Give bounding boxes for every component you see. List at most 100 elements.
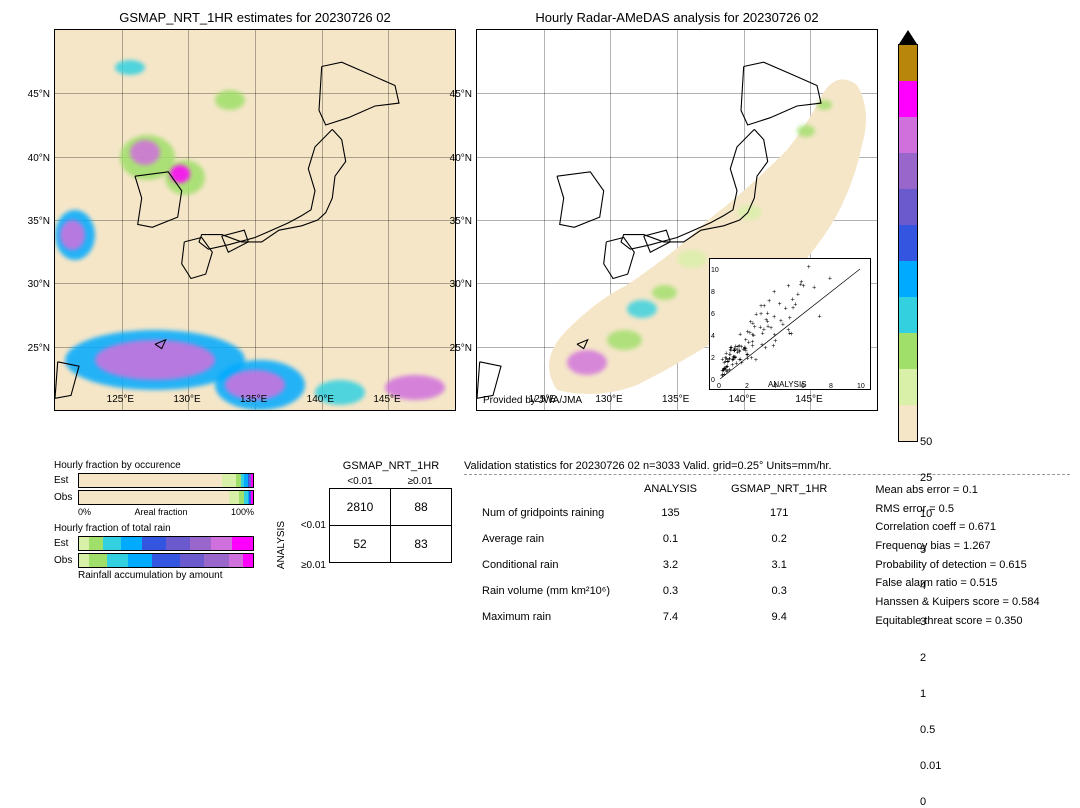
total-footer: Rainfall accumulation by amount [78,570,254,581]
bar-segment [251,474,253,487]
occurrence-est-label: Est [54,475,78,486]
svg-text:+: + [722,366,726,373]
left-map-title: GSMAP_NRT_1HR estimates for 20230726 02 [54,10,456,25]
metric-label: Mean abs error = [875,484,962,496]
main-row: GSMAP_NRT_1HR estimates for 20230726 02 … [10,10,1070,442]
metric-value: 0.584 [1012,596,1040,608]
svg-text:+: + [726,359,730,366]
bar-segment [79,554,89,567]
ytick: 35°N [450,216,472,227]
svg-text:+: + [752,332,756,339]
total-est-row: Est [54,536,254,551]
xtick: 140°E [307,394,334,405]
occurrence-obs-row: Obs [54,490,254,505]
ytick: 40°N [450,153,472,164]
colorbar-tick: 4 [920,580,926,592]
xtick: 125°E [107,394,134,405]
stats-col-a: ANALYSIS [628,483,713,499]
metric-value: 0.515 [970,577,998,589]
svg-text:+: + [746,329,750,336]
left-map-panel: GSMAP_NRT_1HR estimates for 20230726 02 … [54,10,456,442]
svg-text:8: 8 [829,383,833,389]
colorbar-tick: 10 [920,508,932,520]
colorbar-segment [899,333,917,369]
bar-segment [128,554,152,567]
colorbar-segment [899,153,917,189]
svg-text:+: + [762,326,766,333]
stats-row-label: Rain volume (mm km²10⁶) [466,579,626,603]
bottom-row: Hourly fraction by occurence Est Obs 0% … [10,460,1070,631]
svg-text:+: + [828,275,832,282]
svg-text:+: + [732,347,736,354]
xtick: 145°E [795,394,822,405]
right-map-title: Hourly Radar-AMeDAS analysis for 2023072… [476,10,878,25]
contingency-side-label: ANALYSIS [276,521,290,569]
occurrence-obs-bar [78,490,254,505]
svg-text:+: + [754,312,758,319]
total-obs-label: Obs [54,555,78,566]
ct-cell-11: 83 [390,525,452,563]
bar-segment [232,537,253,550]
svg-text:8: 8 [711,289,715,296]
colorbar-segment [899,45,917,81]
contingency-table: ANALYSIS <0.01 ≥0.01 GSMAP_NRT_1HR <0.01… [276,460,452,631]
xtick: 140°E [729,394,756,405]
svg-text:+: + [773,338,777,345]
bar-segment [229,554,243,567]
svg-text:+: + [754,357,758,364]
colorbar-tick: 0 [920,796,926,808]
svg-text:4: 4 [711,333,715,340]
stats-metrics: Mean abs error = 0.1RMS error = 0.5Corre… [875,481,1039,631]
stats-val-a: 7.4 [628,605,713,629]
bar-segment [107,554,128,567]
colorbar-tick: 5 [920,544,926,556]
occurrence-axis-mid: Areal fraction [134,507,187,517]
colorbar-segment [899,405,917,441]
bar-segment [103,537,120,550]
colorbar-tick: 3 [920,616,926,628]
svg-text:+: + [778,301,782,308]
colorbar-segment [899,81,917,117]
stats-row-label: Average rain [466,527,626,551]
colorbar-overflow-arrow [899,30,917,44]
svg-text:0: 0 [717,383,721,389]
occurrence-title: Hourly fraction by occurence [54,460,254,471]
colorbar-segment [899,297,917,333]
right-map: Provided by JWA/JMA ++++++++++++++++++++… [476,29,878,411]
colorbar-panel: 502510543210.50.010 [898,30,918,442]
ytick: 40°N [28,153,50,164]
bar-segment [79,474,222,487]
bar-segment [211,537,232,550]
svg-text:+: + [737,347,741,354]
occurrence-obs-label: Obs [54,492,78,503]
bar-segment [222,474,236,487]
svg-text:+: + [720,373,724,380]
svg-text:2: 2 [745,383,749,389]
colorbar-tick: 0.01 [920,760,941,772]
stats-panel: Validation statistics for 20230726 02 n=… [464,460,1070,631]
bar-segment [152,554,180,567]
total-est-label: Est [54,538,78,549]
contingency-row-head-0: <0.01 [290,505,330,545]
svg-text:+: + [781,322,785,329]
right-map-panel: Hourly Radar-AMeDAS analysis for 2023072… [476,10,878,442]
svg-text:0: 0 [711,377,715,384]
stats-val-a: 0.1 [628,527,713,551]
stats-val-b: 0.3 [715,579,843,603]
xtick: 145°E [373,394,400,405]
svg-text:6: 6 [711,311,715,318]
metric-label: Equitable threat score = [875,615,995,627]
total-obs-bar [78,553,254,568]
bar-segment [89,537,103,550]
ytick: 45°N [28,89,50,100]
bar-segment [166,537,190,550]
occurrence-axis-right: 100% [231,507,254,517]
svg-text:+: + [767,298,771,305]
svg-text:ANALYSIS: ANALYSIS [768,380,807,389]
metric-label: Probability of detection = [875,559,999,571]
metric-value: 0.615 [999,559,1027,571]
svg-text:+: + [750,343,754,350]
bar-segment [190,537,211,550]
bar-segment [89,554,106,567]
bar-segment [121,537,142,550]
